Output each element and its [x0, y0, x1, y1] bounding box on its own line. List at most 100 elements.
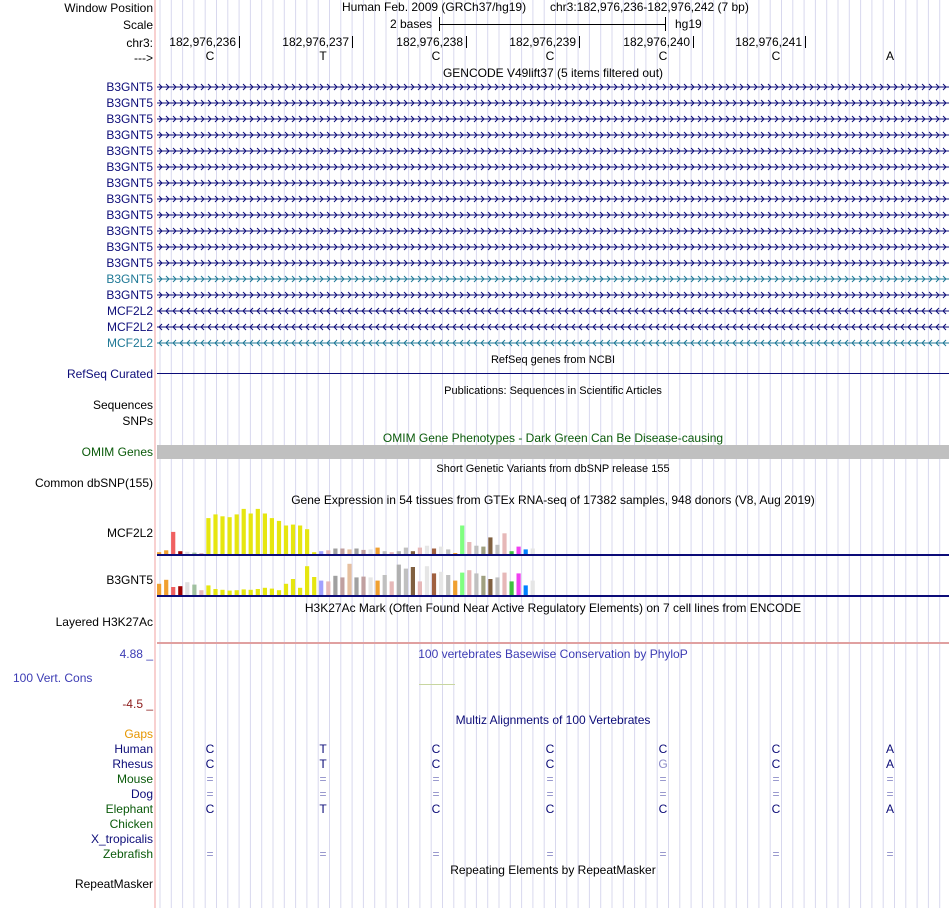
gencode-gene-label[interactable]: B3GNT5	[106, 272, 153, 286]
gencode-gene-label[interactable]: B3GNT5	[106, 208, 153, 222]
strand-arrows	[158, 179, 947, 187]
gencode-transcript[interactable]	[157, 290, 949, 300]
gencode-transcript[interactable]	[157, 194, 949, 204]
multiz-base: =	[772, 772, 780, 786]
gtex-bar	[481, 546, 486, 554]
gencode-transcript[interactable]	[157, 98, 949, 108]
gencode-gene-label[interactable]: B3GNT5	[106, 288, 153, 302]
phylop-title[interactable]: 100 vertebrates Basewise Conservation by…	[418, 647, 688, 661]
gtex-bar	[453, 553, 458, 554]
gtex-bar-chart[interactable]	[0, 500, 950, 600]
gencode-transcript[interactable]	[157, 242, 949, 252]
omim-bar[interactable]	[157, 445, 949, 459]
gencode-transcript[interactable]	[157, 338, 949, 348]
multiz-species-label[interactable]: Elephant	[105, 802, 153, 816]
position-readout[interactable]: chr3:182,976,236-182,976,242 (7 bp)	[550, 0, 749, 14]
multiz-species-label[interactable]: Zebrafish	[102, 847, 153, 861]
gencode-title[interactable]: GENCODE V49lift37 (5 items filtered out)	[442, 66, 664, 80]
snps-label[interactable]: SNPs	[122, 414, 153, 428]
gencode-transcript[interactable]	[157, 130, 949, 140]
multiz-base: C	[658, 742, 668, 756]
gtex-label-b3gnt5[interactable]: B3GNT5	[106, 573, 153, 587]
strand-arrows	[158, 131, 947, 139]
gencode-transcript[interactable]	[157, 274, 949, 284]
coordinate-tick	[239, 36, 240, 48]
h3k27ac-title[interactable]: H3K27Ac Mark (Often Found Near Active Re…	[304, 601, 802, 615]
gtex-bar	[340, 548, 345, 554]
gencode-gene-label[interactable]: B3GNT5	[106, 144, 153, 158]
multiz-title[interactable]: Multiz Alignments of 100 Vertebrates	[455, 713, 651, 727]
gencode-gene-label[interactable]: B3GNT5	[106, 128, 153, 142]
gencode-gene-label[interactable]: MCF2L2	[106, 320, 153, 334]
gencode-transcript[interactable]	[157, 322, 949, 332]
gtex-bar	[389, 552, 394, 554]
strand-arrows	[158, 339, 947, 347]
refseq-title[interactable]: RefSeq genes from NCBI	[490, 354, 616, 366]
gencode-gene-label[interactable]: B3GNT5	[106, 240, 153, 254]
h3k27ac-line	[157, 642, 949, 644]
base-letter: C	[771, 49, 781, 63]
scale-bar	[440, 24, 666, 25]
gtex-bar	[206, 585, 211, 595]
gtex-bar	[262, 587, 267, 595]
gencode-transcript[interactable]	[157, 258, 949, 268]
strand-arrows	[158, 323, 947, 331]
multiz-species-label[interactable]: Dog	[130, 787, 153, 801]
multiz-base: C	[205, 742, 215, 756]
refseq-line[interactable]	[157, 373, 949, 374]
multiz-species-label[interactable]: Chicken	[109, 817, 153, 831]
repeatmasker-title[interactable]: Repeating Elements by RepeatMasker	[450, 863, 656, 877]
gtex-bar	[178, 586, 183, 595]
gtex-label-mcf2l2[interactable]: MCF2L2	[106, 526, 153, 540]
gtex-bar	[495, 577, 500, 595]
gencode-transcript[interactable]	[157, 306, 949, 316]
dbsnp-title[interactable]: Short Genetic Variants from dbSNP releas…	[436, 463, 670, 475]
gencode-transcript[interactable]	[157, 178, 949, 188]
gtex-bar	[305, 566, 310, 595]
gencode-gene-label[interactable]: B3GNT5	[106, 192, 153, 206]
dbsnp-label[interactable]: Common dbSNP(155)	[34, 476, 153, 490]
gencode-gene-label[interactable]: B3GNT5	[106, 256, 153, 270]
multiz-species-label[interactable]: Mouse	[116, 772, 153, 786]
gencode-gene-label[interactable]: B3GNT5	[106, 160, 153, 174]
gencode-gene-label[interactable]: MCF2L2	[106, 336, 153, 350]
gencode-transcript[interactable]	[157, 226, 949, 236]
gtex-bar	[446, 549, 451, 554]
gtex-bar	[403, 568, 408, 595]
gencode-gene-label[interactable]: B3GNT5	[106, 224, 153, 238]
gtex-bar	[283, 525, 289, 554]
gtex-title[interactable]: Gene Expression in 54 tissues from GTEx …	[291, 493, 815, 507]
phylop-label[interactable]: 100 Vert. Cons	[13, 671, 93, 685]
gencode-gene-label[interactable]: B3GNT5	[106, 80, 153, 94]
sequences-label[interactable]: Sequences	[92, 398, 153, 412]
gencode-transcript[interactable]	[157, 162, 949, 172]
gencode-transcript[interactable]	[157, 210, 949, 220]
multiz-gaps-label[interactable]: Gaps	[124, 727, 153, 741]
gencode-transcript[interactable]	[157, 82, 949, 92]
strand-label[interactable]: --->	[134, 51, 153, 65]
multiz-species-label[interactable]: X_tropicalis	[90, 832, 153, 846]
gencode-gene-label[interactable]: B3GNT5	[106, 112, 153, 126]
gencode-gene-label[interactable]: B3GNT5	[106, 96, 153, 110]
multiz-base: C	[431, 802, 441, 816]
repeatmasker-label[interactable]: RepeatMasker	[74, 877, 153, 891]
gtex-bar	[410, 567, 415, 595]
window-position-label: Window Position	[64, 1, 153, 15]
gencode-gene-label[interactable]: B3GNT5	[106, 176, 153, 190]
gtex-bar	[375, 580, 380, 595]
gtex-bar	[474, 573, 479, 595]
multiz-species-label[interactable]: Human	[114, 742, 153, 756]
refseq-label[interactable]: RefSeq Curated	[66, 367, 153, 381]
gencode-transcript[interactable]	[157, 114, 949, 124]
gtex-bar	[488, 579, 493, 595]
publications-title[interactable]: Publications: Sequences in Scientific Ar…	[444, 385, 662, 397]
multiz-species-label[interactable]: Rhesus	[112, 757, 153, 771]
gtex-bar	[530, 580, 535, 595]
h3k27ac-label[interactable]: Layered H3K27Ac	[55, 615, 153, 629]
gencode-gene-label[interactable]: MCF2L2	[106, 304, 153, 318]
gencode-transcript[interactable]	[157, 146, 949, 156]
gtex-bar	[220, 589, 225, 595]
omim-title[interactable]: OMIM Gene Phenotypes - Dark Green Can Be…	[382, 431, 724, 445]
assembly-name: Human Feb. 2009 (GRCh37/hg19)	[342, 0, 527, 14]
omim-label[interactable]: OMIM Genes	[81, 445, 153, 459]
